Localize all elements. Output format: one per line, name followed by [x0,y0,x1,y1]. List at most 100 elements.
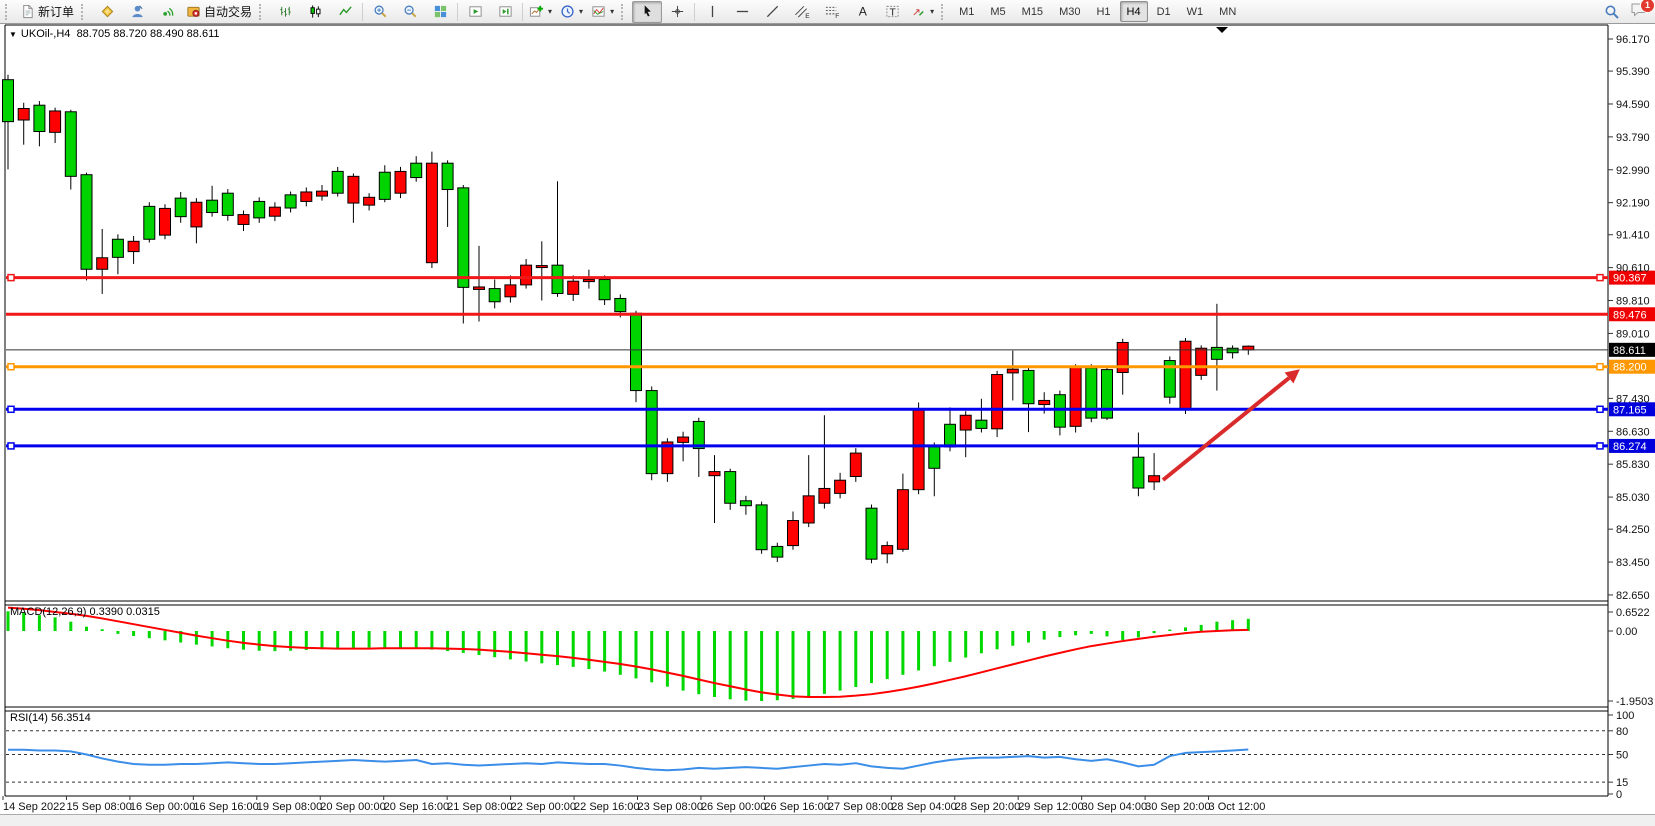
candle-body [1226,347,1239,354]
tf-button-h1[interactable]: H1 [1096,5,1111,18]
candle-body [771,545,784,558]
svg-text:E: E [805,13,810,19]
candle-body [1163,360,1176,398]
tf-button-mn[interactable]: MN [1219,5,1237,18]
price-tick-label: 84.250 [1616,524,1650,536]
candle-body [237,214,250,225]
trend-arrow-head[interactable] [1284,369,1300,384]
autotrade-button[interactable]: 自动交易 [182,1,256,23]
price-tag-label: 88.611 [1613,345,1646,357]
tf-button-h4[interactable]: H4 [1119,1,1148,22]
arrows-tool-button[interactable]: ↗ ▾ [907,1,938,23]
tf-button-m15[interactable]: M15 [1021,5,1044,18]
candle-body [111,238,124,258]
cursor-tool-button[interactable] [632,0,663,23]
new-chart-caret: ▾ [548,7,553,16]
notification-badge[interactable]: 1 [1640,0,1655,13]
autotrade-label: 自动交易 [204,5,253,19]
candle-body [127,240,140,253]
price-tick-label: 92.190 [1616,198,1650,210]
hline-tool-button[interactable] [727,1,757,23]
candle-body [755,504,768,551]
time-label: 29 Sep 12:00 [1018,801,1083,813]
crosshair-tool-button[interactable] [662,1,692,23]
candle-body [268,206,281,217]
indicators-button[interactable]: ▾ [587,1,618,23]
candle-body [582,279,595,283]
line-chart-mode-button[interactable] [330,1,360,23]
period-button[interactable]: ▾ [556,1,587,23]
candle-chart-mode-button[interactable] [300,1,330,23]
candle-body [520,264,533,286]
label-tool-button[interactable]: T [877,1,907,23]
hline-handle[interactable] [1596,442,1604,450]
hline-handle[interactable] [1596,273,1604,282]
fibonacci-tool-button[interactable]: F [817,1,847,23]
hline-handle[interactable] [7,442,15,450]
time-label: 26 Sep 00:00 [701,801,766,813]
indicators-caret: ▾ [610,7,615,16]
candle-body [378,171,391,200]
label-tool-icon: T [885,5,899,18]
zoom-out-button[interactable] [395,1,425,23]
macd-tick-label: 0.6522 [1616,607,1650,619]
tf-button-w1[interactable]: W1 [1186,5,1204,18]
new-chart-button[interactable]: ▾ [525,1,556,23]
bar-chart-mode-button[interactable] [270,1,300,23]
tile-windows-button[interactable] [425,1,455,23]
rsi-tick-label: 100 [1616,710,1634,722]
hline-handle[interactable] [1596,362,1604,371]
new-order-button[interactable]: 新订单 [16,1,78,23]
hline-handle[interactable] [7,405,15,414]
candles-layer [2,74,1255,564]
hline-handle[interactable] [7,273,15,282]
accounts-button[interactable] [122,1,152,23]
candle-body [834,479,847,494]
vline-tool-button[interactable] [697,1,727,23]
time-label: 14 Sep 2022 [3,801,65,813]
chart-ohlc: 88.705 88.720 88.490 88.611 [76,28,220,40]
symbol-dropdown-marker[interactable]: ▼ [9,30,17,39]
candle-body [143,205,156,240]
price-tag [1609,359,1655,374]
hline-handle[interactable] [7,362,15,371]
zoom-in-button[interactable] [365,1,395,23]
rsi-line [8,748,1249,772]
candle-body [1242,345,1255,351]
tf-button-m5[interactable]: M5 [990,5,1006,18]
hline-handle[interactable] [1596,405,1604,414]
tf-button-m30[interactable]: M30 [1059,5,1081,18]
market-watch-button[interactable] [92,1,122,23]
trend-arrow-line[interactable] [1161,376,1291,482]
candle-body [347,175,360,204]
toolbar-grip [81,3,89,20]
price-tag-label: 89.476 [1613,309,1647,321]
time-label: 28 Sep 04:00 [891,801,956,813]
trendline-tool-button[interactable] [757,1,787,23]
candle-body [677,436,690,443]
tf-button-m1[interactable]: M1 [959,5,975,18]
candle-body [316,190,328,197]
toolbar-separator [694,2,696,21]
indicators-icon [592,6,605,17]
candle-body [896,489,909,550]
candle-body [488,288,501,303]
price-tick-label: 94.590 [1616,99,1650,111]
step-back-button[interactable] [460,1,490,23]
price-tag-label: 88.200 [1613,362,1647,374]
svg-text:F: F [835,13,839,19]
chart-shift-marker[interactable] [1216,27,1228,33]
channel-tool-button[interactable]: E [787,1,817,23]
step-forward-button[interactable] [490,1,520,23]
chat-button[interactable]: 1 [1630,0,1655,22]
macd-tick-label: 0.00 [1616,626,1637,638]
candle-body [441,162,454,190]
candle-body [49,110,62,133]
candle-body [410,162,423,179]
tf-button-d1[interactable]: D1 [1156,5,1171,18]
search-icon[interactable] [1604,4,1620,20]
text-tool-button[interactable]: A [847,1,877,23]
signals-button[interactable] [152,1,182,23]
candle-body [1210,346,1223,360]
